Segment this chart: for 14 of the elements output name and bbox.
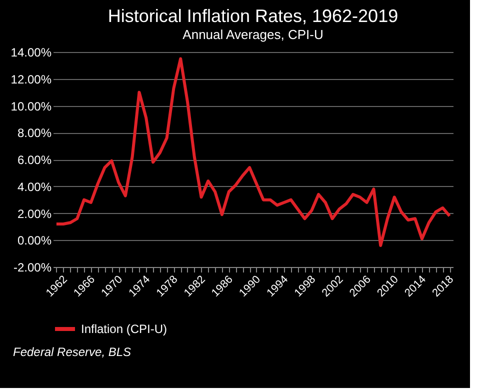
y-tick-label: 4.00% — [17, 180, 52, 194]
y-tick-label: 0.00% — [17, 234, 52, 248]
y-tick-label: 8.00% — [17, 126, 52, 140]
y-tick-label: 2.00% — [17, 206, 52, 221]
y-tick-label: 10.00% — [10, 99, 52, 114]
y-tick-label: 6.00% — [17, 153, 52, 167]
legend-label: Inflation (CPI-U) — [81, 322, 168, 336]
text: Federal Reserve, BLS — [13, 345, 132, 359]
chart-title: Historical Inflation Rates, 1962-2019 — [108, 6, 398, 26]
y-tick-label: 14.00% — [10, 46, 52, 60]
y-tick-label: -2.00% — [13, 260, 52, 274]
line-series — [54, 57, 452, 247]
chart-subtitle: Annual Averages, CPI-U — [182, 27, 324, 42]
y-tick-label: 12.00% — [10, 72, 52, 86]
